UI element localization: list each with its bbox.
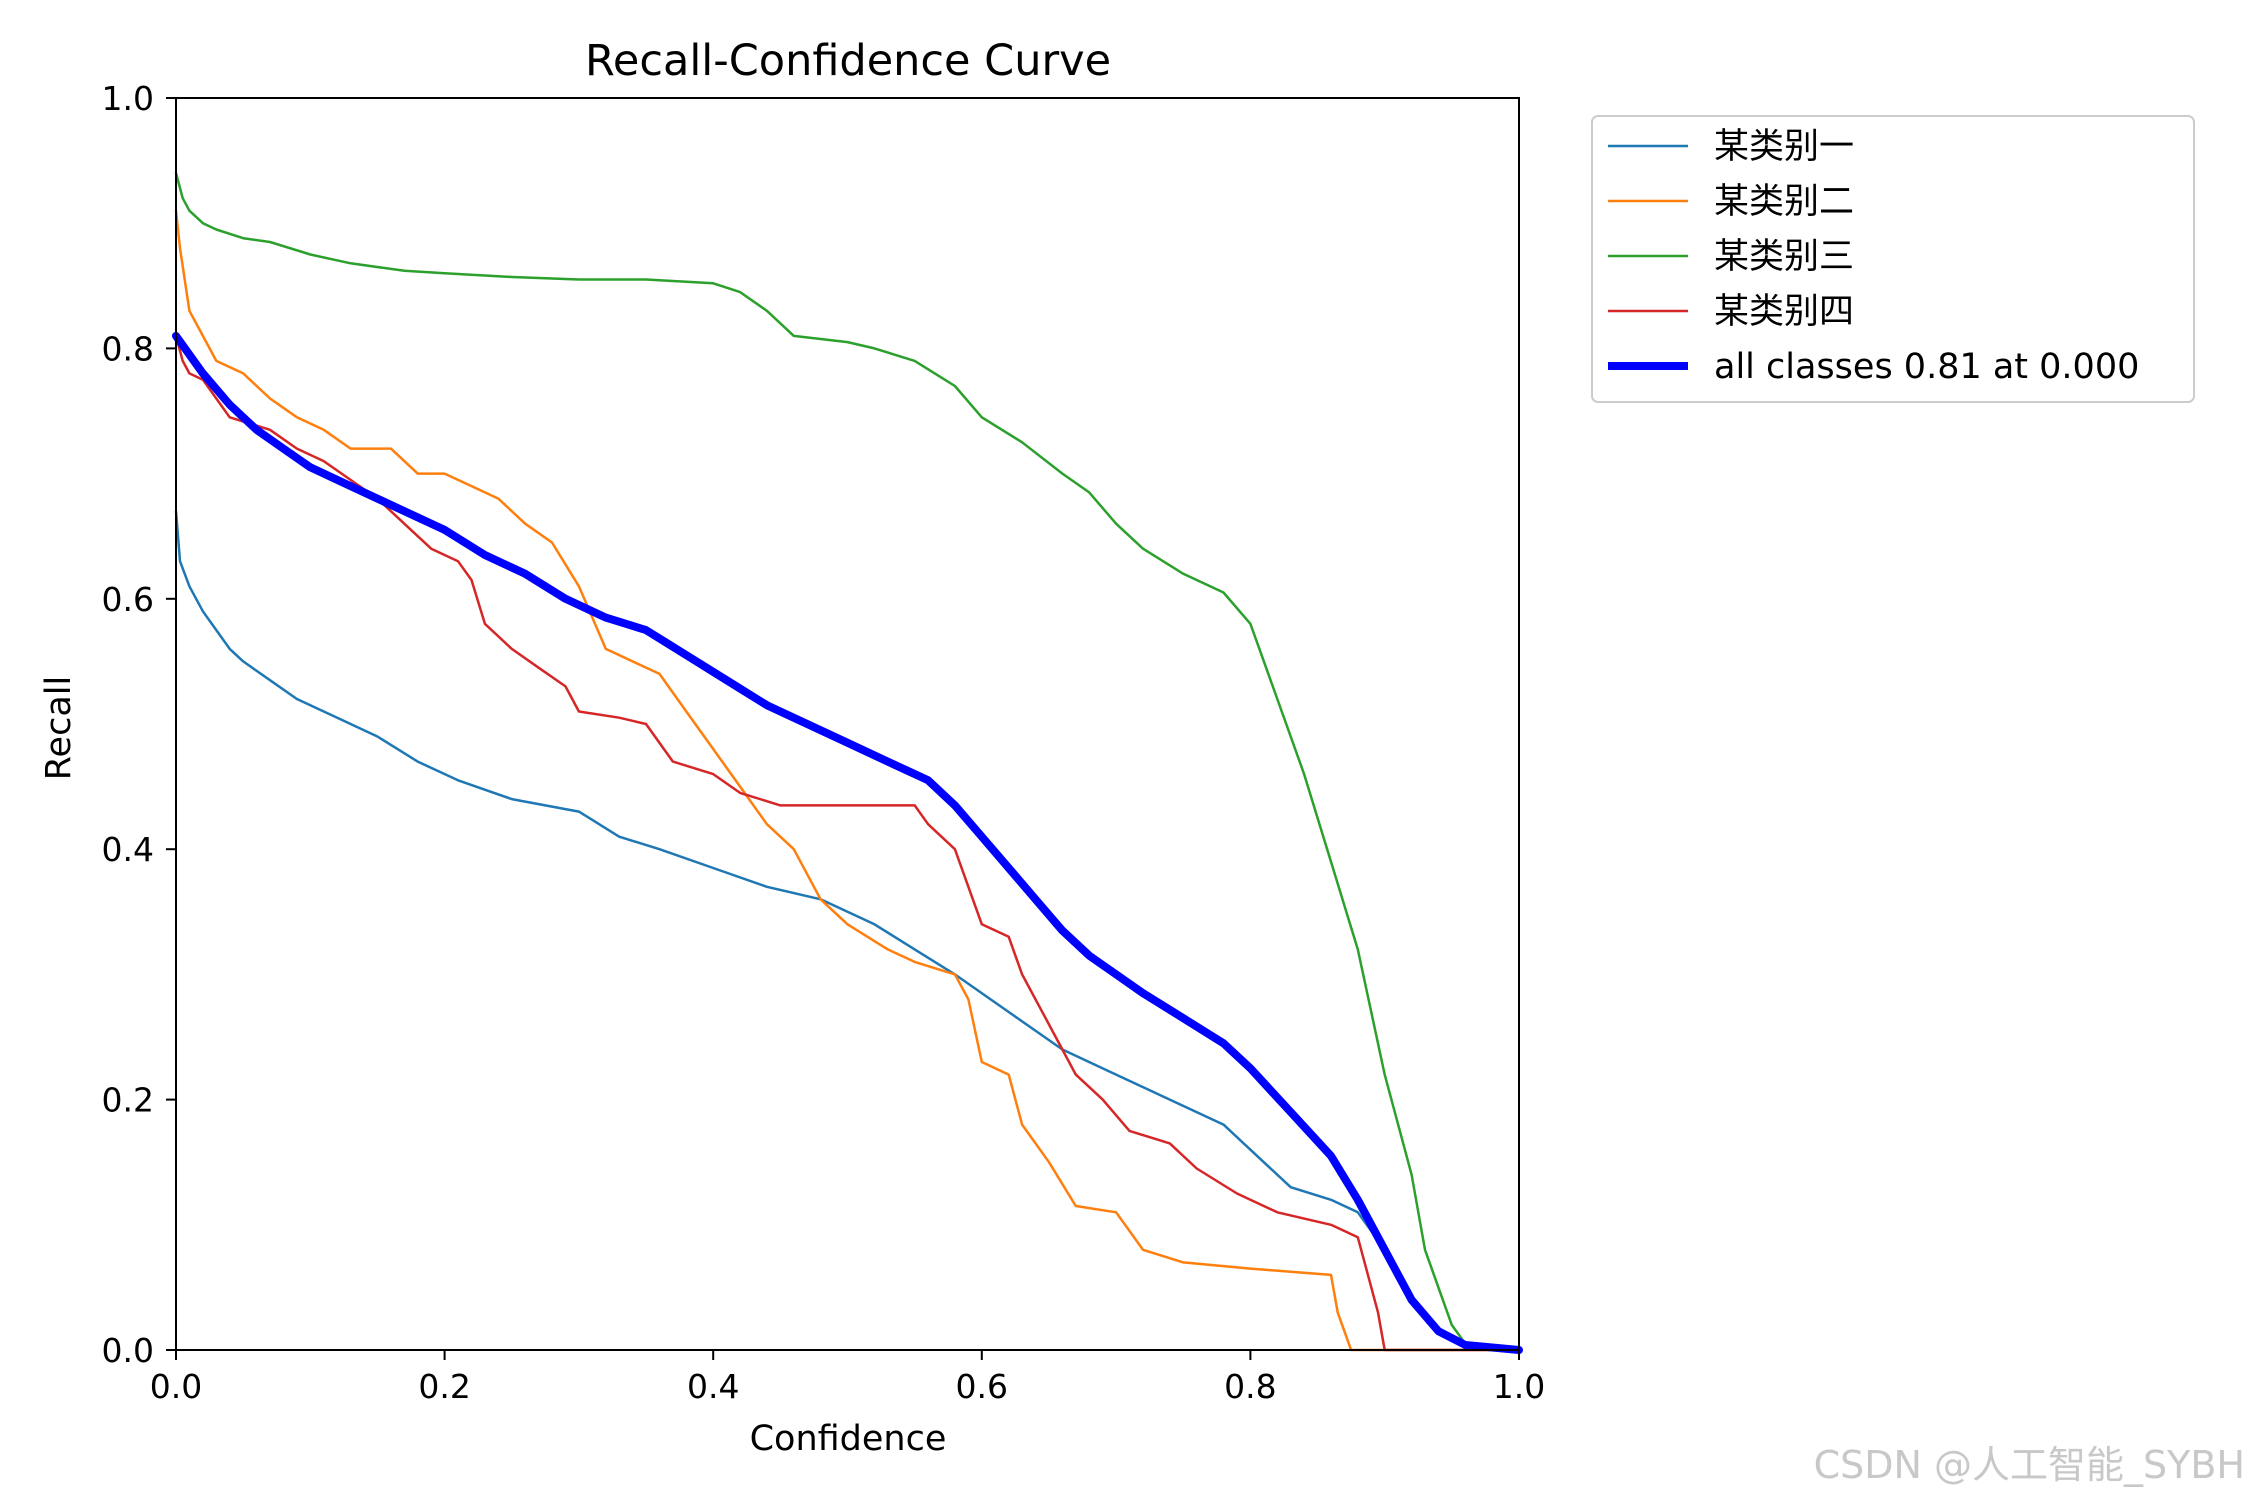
plot-area xyxy=(172,97,1523,1354)
legend-label-4: 某类别四 xyxy=(1714,292,1854,332)
plot-frame xyxy=(175,97,1520,1351)
x-axis-ticks: 0.0 0.2 0.4 0.6 0.8 1.0 xyxy=(150,1350,1545,1406)
y-tick-label: 1.0 xyxy=(102,79,154,118)
x-tick-label: 1.0 xyxy=(1493,1367,1545,1406)
legend-label-3: 某类别三 xyxy=(1714,237,1854,277)
series-line-5 xyxy=(172,331,1523,1354)
legend-label-2: 某类别二 xyxy=(1714,182,1854,222)
legend-label-1: 某类别一 xyxy=(1714,127,1854,167)
x-tick-label: 0.4 xyxy=(687,1367,739,1406)
watermark-text: CSDN @人工智能_SYBH xyxy=(1814,1443,2245,1487)
x-tick-label: 0.6 xyxy=(956,1367,1008,1406)
y-tick-label: 0.2 xyxy=(102,1081,154,1120)
y-tick-label: 0.6 xyxy=(102,580,154,619)
series-line-2 xyxy=(174,209,1521,1352)
x-tick-label: 0.2 xyxy=(418,1367,470,1406)
series-line-3 xyxy=(174,171,1521,1352)
series-line-1 xyxy=(174,509,1521,1352)
y-axis-label: Recall xyxy=(39,676,79,780)
series-line-4 xyxy=(174,334,1521,1352)
legend-box xyxy=(1591,115,2195,403)
y-tick-label: 0.4 xyxy=(102,830,154,869)
y-tick-label: 0.8 xyxy=(102,329,154,368)
x-tick-label: 0.8 xyxy=(1224,1367,1276,1406)
x-tick-label: 0.0 xyxy=(150,1367,202,1406)
legend-label-5: all classes 0.81 at 0.000 xyxy=(1714,347,2139,387)
y-axis-ticks: 0.0 0.2 0.4 0.6 0.8 1.0 xyxy=(102,79,176,1370)
chart-title: Recall-Confidence Curve xyxy=(585,36,1111,86)
y-tick-label: 0.0 xyxy=(102,1331,154,1370)
x-axis-label: Confidence xyxy=(750,1419,947,1459)
